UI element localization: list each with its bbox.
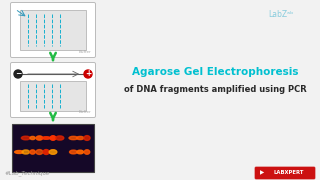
Text: Agarose Gel Electrophoresis: Agarose Gel Electrophoresis — [132, 67, 298, 77]
Text: ▶: ▶ — [260, 170, 264, 175]
Ellipse shape — [21, 136, 30, 140]
Text: +: + — [85, 69, 91, 78]
Ellipse shape — [22, 150, 29, 154]
Ellipse shape — [69, 150, 77, 154]
Text: −: − — [15, 69, 21, 78]
Text: of DNA fragments amplified using PCR: of DNA fragments amplified using PCR — [124, 86, 306, 94]
Ellipse shape — [50, 136, 56, 140]
FancyBboxPatch shape — [11, 62, 95, 118]
FancyBboxPatch shape — [255, 167, 315, 179]
Circle shape — [84, 70, 92, 78]
Bar — [12, 124, 94, 172]
Bar — [20, 10, 86, 50]
Ellipse shape — [49, 150, 57, 154]
Ellipse shape — [42, 137, 51, 139]
Ellipse shape — [36, 150, 43, 154]
Ellipse shape — [69, 136, 78, 140]
Text: Buffer: Buffer — [78, 50, 91, 54]
Bar — [20, 81, 86, 111]
Text: #Lab_Technique: #Lab_Technique — [5, 170, 50, 176]
Ellipse shape — [43, 150, 49, 154]
Ellipse shape — [15, 150, 23, 154]
Ellipse shape — [30, 136, 35, 140]
Text: LabZᵃᵇ: LabZᵃᵇ — [268, 10, 293, 19]
Text: Buffer: Buffer — [78, 110, 91, 114]
Circle shape — [14, 70, 22, 78]
Ellipse shape — [30, 150, 35, 154]
Ellipse shape — [84, 150, 90, 154]
Ellipse shape — [56, 136, 64, 140]
FancyBboxPatch shape — [11, 3, 95, 57]
Text: LABXPERT: LABXPERT — [274, 170, 304, 175]
Ellipse shape — [77, 150, 84, 154]
Ellipse shape — [76, 136, 84, 140]
Ellipse shape — [36, 136, 43, 140]
Ellipse shape — [84, 136, 90, 140]
